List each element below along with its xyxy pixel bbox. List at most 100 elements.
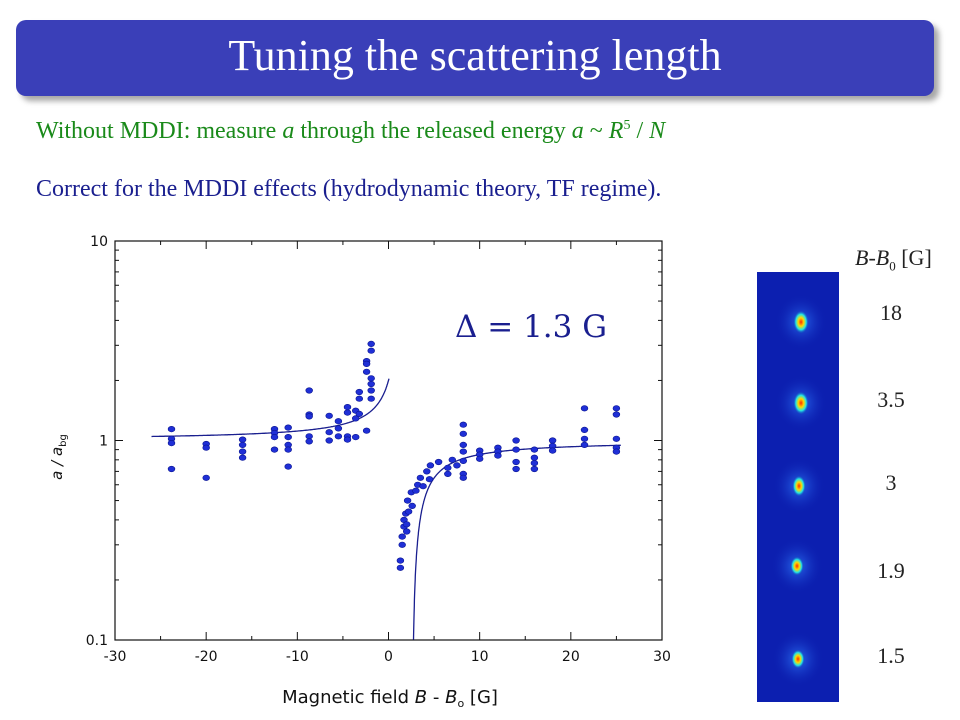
data-point: [580, 426, 589, 433]
data-point: [412, 487, 420, 494]
data-point: [530, 460, 539, 467]
formula-div: /: [630, 118, 650, 144]
image-label: 3: [885, 470, 897, 495]
data-point: [238, 441, 247, 448]
x-tick-label: 0: [384, 649, 393, 665]
data-point: [284, 463, 292, 470]
data-points: [167, 340, 621, 571]
data-point: [403, 528, 411, 535]
data-point: [416, 474, 425, 481]
y-axis-label-part: bg: [58, 434, 69, 447]
data-point: [362, 368, 371, 375]
statement-without-mddi: Without MDDI: measure a through the rele…: [36, 118, 665, 145]
atom-cloud-image: [775, 294, 827, 350]
data-point: [396, 557, 405, 564]
data-point: [238, 454, 247, 461]
spots: [771, 294, 827, 687]
data-point: [362, 360, 371, 367]
x-axis-label-part: [G]: [464, 687, 498, 708]
data-point: [352, 434, 360, 441]
data-point: [425, 476, 434, 483]
data-point: [448, 456, 456, 463]
formula-sim: ~: [583, 118, 609, 144]
x-tick-label: -30: [104, 649, 127, 665]
y-axis-label: a / abg: [48, 434, 69, 480]
formula-a: a: [571, 118, 584, 144]
field-offset-header: B-B0 [G]: [855, 245, 932, 274]
data-point: [612, 411, 621, 418]
data-point: [548, 437, 557, 444]
data-point: [512, 458, 520, 466]
data-point: [284, 434, 292, 441]
formula-N: N: [649, 118, 666, 144]
x-tick-label: 20: [562, 649, 580, 665]
data-point: [530, 454, 539, 461]
absorption-images: [757, 272, 839, 702]
data-point: [530, 446, 539, 453]
data-point: [426, 462, 435, 469]
data-point: [408, 502, 416, 510]
plot-frame: [114, 240, 663, 641]
data-point: [334, 418, 343, 425]
line1-prefix: Without MDDI: measure: [36, 118, 283, 144]
data-point: [612, 448, 621, 455]
data-point: [444, 470, 452, 477]
atom-cloud-image: [772, 631, 824, 687]
statement-correction: Correct for the MDDI effects (hydrodynam…: [36, 176, 662, 202]
x-axis-label-part: Magnetic field: [282, 687, 415, 708]
data-point: [580, 435, 589, 442]
data-point: [202, 474, 210, 481]
data-point: [367, 340, 375, 347]
data-point: [325, 429, 333, 436]
data-point: [612, 435, 621, 442]
data-point: [355, 410, 363, 417]
formula-R: R: [608, 118, 624, 144]
atom-cloud-image: [775, 375, 827, 431]
y-tick-label: 0.1: [86, 633, 108, 649]
data-point: [343, 409, 352, 416]
data-point: [580, 441, 589, 448]
data-point: [403, 521, 411, 528]
x-axis-label-part: B: [415, 687, 427, 708]
header-B: B: [855, 245, 869, 270]
y-tick-label: 1: [99, 434, 108, 450]
data-point: [367, 380, 375, 388]
data-point: [167, 440, 176, 447]
data-point: [398, 533, 406, 540]
atom-cloud-image: [773, 458, 825, 514]
header-unit: [G]: [895, 245, 932, 270]
scattering-length-chart: -30 -20 -10 0 10 20 30 0.1 1 10 Δ = 1.3 G Magneti…: [48, 234, 671, 710]
header-B0: B: [875, 245, 890, 270]
x-tick-label: 30: [653, 649, 671, 665]
header-sub: 0: [889, 258, 896, 274]
data-point: [343, 436, 352, 443]
chart-axes: -30 -20 -10 0 10 20 30 0.1 1 10: [86, 234, 671, 665]
fit-curve-left-branch: [151, 378, 390, 438]
formula-exp: 5: [623, 118, 631, 133]
data-point: [334, 425, 343, 432]
data-point: [355, 388, 363, 396]
y-tick-label: 10: [90, 234, 108, 250]
x-tick-label: 10: [471, 649, 489, 665]
data-point: [444, 464, 452, 471]
data-point: [238, 448, 247, 455]
data-point: [459, 441, 467, 448]
image-label: 18: [880, 300, 902, 325]
image-label: 1.9: [877, 558, 905, 583]
data-point: [530, 465, 539, 473]
data-point: [367, 387, 375, 394]
image-label: 3.5: [877, 387, 905, 412]
data-point: [494, 452, 502, 459]
header-dash: -: [868, 245, 876, 270]
data-point: [459, 474, 467, 481]
data-point: [476, 455, 484, 462]
data-point: [512, 446, 520, 453]
data-point: [398, 541, 406, 548]
y-axis-label-part: a / a: [48, 447, 66, 480]
data-point: [580, 405, 589, 412]
data-point: [396, 564, 405, 571]
data-point: [270, 446, 279, 453]
x-tick-label: -20: [195, 649, 218, 665]
data-point: [453, 462, 461, 469]
data-point: [362, 427, 371, 434]
